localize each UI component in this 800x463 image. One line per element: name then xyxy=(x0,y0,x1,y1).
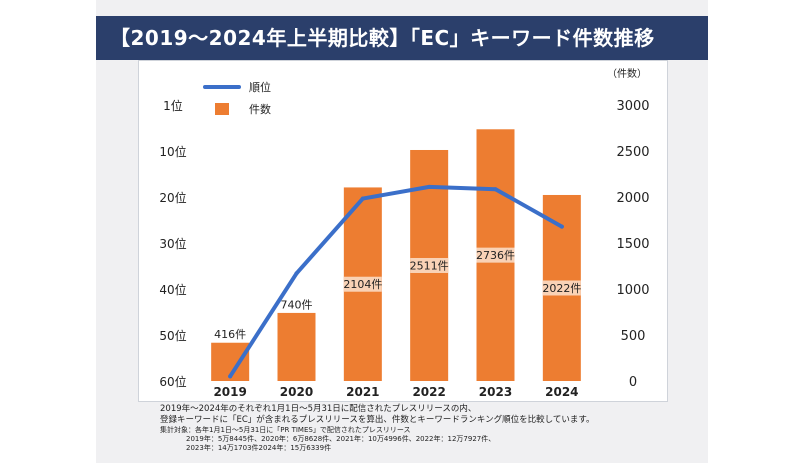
combo-chart: （件数） 3000 2500 2000 1500 1000 500 0 1位 10位 20位 30位 4… xyxy=(159,67,649,399)
note-line-2: 登録キーワードに「EC」が含まれるプレスリリースを算出、件数とキーワードランキン… xyxy=(160,415,595,425)
x-axis-tick-label: 2020 xyxy=(280,385,313,399)
rank-point xyxy=(559,224,564,229)
bar-value-label: 416件 xyxy=(214,328,246,341)
bar-label-band xyxy=(542,280,581,296)
bar-value-label: 2736件 xyxy=(476,249,515,262)
legend-bar-label: 件数 xyxy=(249,103,271,116)
rank-point xyxy=(427,184,432,189)
chart-title: 【2019～2024年上半期比較】「EC」キーワード件数推移 xyxy=(96,16,708,60)
right-axis-tick-label: 1000 xyxy=(616,283,649,298)
rank-point xyxy=(493,187,498,192)
x-axis-tick-label: 2021 xyxy=(346,385,379,399)
right-axis-tick-label: 500 xyxy=(621,329,646,344)
left-axis-tick-label: 20位 xyxy=(159,190,186,205)
legend-line-label: 順位 xyxy=(249,80,271,94)
right-axis-tick-label: 1500 xyxy=(616,237,649,252)
bar-label-band xyxy=(410,257,449,273)
rank-point xyxy=(294,271,299,276)
rank-point xyxy=(360,196,365,201)
bar-label-band xyxy=(278,296,315,312)
note-line-3: 集計対象：各年1月1日～5月31日に「PR TIMES」で配信されたプレスリリー… xyxy=(160,426,411,434)
chart-card: （件数） 3000 2500 2000 1500 1000 500 0 1位 10位 20位 30位 4… xyxy=(138,60,668,402)
left-axis-tick-label: 40位 xyxy=(159,282,186,297)
x-axis-tick-label: 2024 xyxy=(545,385,578,399)
bar-value-label: 2511件 xyxy=(410,259,449,272)
bar-label-band xyxy=(212,326,249,342)
left-axis-tick-label: 30位 xyxy=(159,236,186,251)
right-axis-tick-label: 2500 xyxy=(616,145,649,160)
footnotes: 2019年～2024年のそれぞれ1月1日～5月31日に配信されたプレスリリースの… xyxy=(160,404,700,453)
rank-line xyxy=(228,184,564,379)
right-axis-tick-label: 3000 xyxy=(616,99,649,114)
x-axis-tick-label: 2022 xyxy=(412,385,445,399)
x-axis-tick-label: 2023 xyxy=(479,385,512,399)
bar-2020 xyxy=(277,312,316,381)
right-axis-tick-label: 2000 xyxy=(616,191,649,206)
bar-value-label: 2022件 xyxy=(542,282,581,295)
note-line-5: 2023年：14万1703件2024年：15万6339件 xyxy=(186,444,332,452)
bar-label-band xyxy=(343,276,382,292)
x-axis-tick-label: 2019 xyxy=(213,385,246,399)
legend-bar-swatch xyxy=(215,103,229,115)
note-line-1: 2019年～2024年のそれぞれ1月1日～5月31日に配信されたプレスリリースの… xyxy=(160,404,477,414)
rank-point xyxy=(228,374,233,379)
left-axis-tick-label: 10位 xyxy=(159,144,186,159)
note-line-4: 2019年：5万8445件、2020年：6万8628件、2021年：10万499… xyxy=(186,435,496,443)
left-axis-tick-label: 60位 xyxy=(159,374,186,389)
right-axis-tick-label: 0 xyxy=(629,375,637,390)
bar-value-label: 740件 xyxy=(281,298,313,311)
right-axis-unit: （件数） xyxy=(607,67,647,80)
left-axis-tick-label: 1位 xyxy=(163,98,183,113)
left-axis-tick-label: 50位 xyxy=(159,328,186,343)
bar-value-label: 2104件 xyxy=(343,278,382,291)
bar-label-band xyxy=(476,247,515,263)
